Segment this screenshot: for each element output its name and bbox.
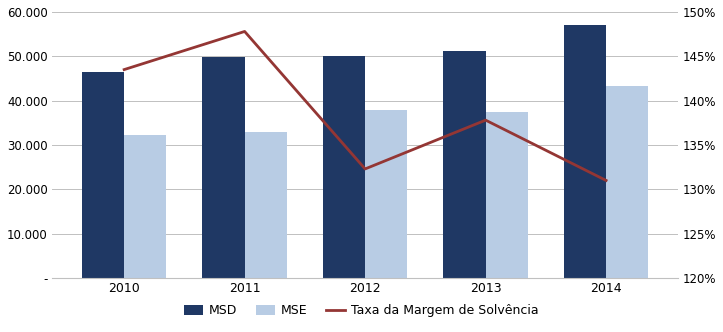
Bar <box>82 72 124 278</box>
Taxa da Margem de Solvência <box>120 68 129 72</box>
Bar <box>564 25 606 278</box>
Bar <box>244 132 287 278</box>
Legend: MSD, MSE, Taxa da Margem de Solvência: MSD, MSE, Taxa da Margem de Solvência <box>179 299 544 322</box>
Taxa da Margem de Solvência <box>602 179 610 183</box>
Taxa da Margem de Solvência <box>361 167 369 171</box>
Bar <box>486 112 528 278</box>
Taxa da Margem de Solvência <box>482 118 490 122</box>
Taxa da Margem de Solvência <box>240 30 249 34</box>
Bar <box>365 110 407 278</box>
Bar <box>443 51 486 278</box>
Bar <box>323 56 365 278</box>
Bar <box>124 135 166 278</box>
Bar <box>202 57 244 278</box>
Line: Taxa da Margem de Solvência: Taxa da Margem de Solvência <box>124 32 606 181</box>
Bar <box>606 86 649 278</box>
